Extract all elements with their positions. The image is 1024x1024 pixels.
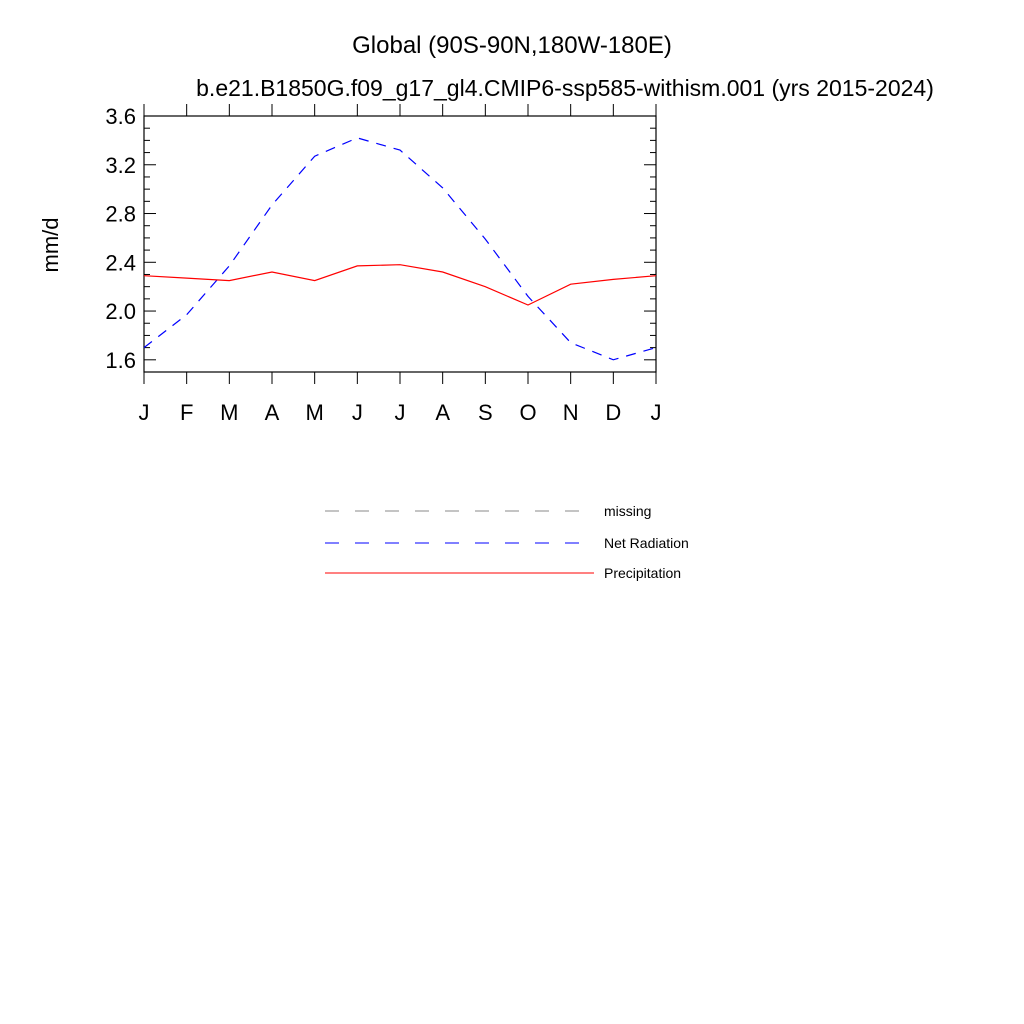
chart-title: Global (90S-90N,180W-180E) — [352, 32, 672, 59]
plot-frame — [143, 115, 657, 373]
y-axis-label: mm/d — [38, 218, 63, 273]
legend-label-missing: missing — [604, 503, 651, 519]
legend-label-precipitation: Precipitation — [604, 565, 681, 581]
x-tick-label: M — [306, 400, 324, 425]
series-line-net-radiation — [143, 137, 657, 361]
y-tick-label: 2.4 — [105, 250, 136, 275]
x-tick-label: F — [180, 400, 193, 425]
x-tick-label: D — [605, 400, 621, 425]
x-tick-label: J — [139, 400, 150, 425]
plot-area: J F M A M J J A S O N D J 1.6 2.0 2.4 2.8 3.2 3.6 — [105, 104, 662, 425]
x-tick-label: J — [651, 400, 662, 425]
series-line-precipitation — [143, 264, 657, 306]
x-tick-label: J — [395, 400, 406, 425]
y-tick-label: 2.8 — [105, 202, 136, 227]
y-tick-label: 3.6 — [105, 104, 136, 129]
y-tick-label: 2.0 — [105, 299, 136, 324]
legend-label-net-radiation: Net Radiation — [604, 535, 689, 551]
y-tick-label: 3.2 — [105, 153, 136, 178]
x-tick-label: A — [435, 400, 450, 425]
x-tick-label: N — [563, 400, 579, 425]
x-tick-label: S — [478, 400, 493, 425]
x-tick-label: A — [265, 400, 280, 425]
chart-subtitle: b.e21.B1850G.f09_g17_gl4.CMIP6-ssp585-wi… — [196, 75, 934, 101]
x-tick-label: J — [352, 400, 363, 425]
y-tick-label: 1.6 — [105, 348, 136, 373]
x-tick-label: O — [519, 400, 536, 425]
legend: missing Net Radiation Precipitation — [325, 503, 689, 581]
x-tick-label: M — [220, 400, 238, 425]
